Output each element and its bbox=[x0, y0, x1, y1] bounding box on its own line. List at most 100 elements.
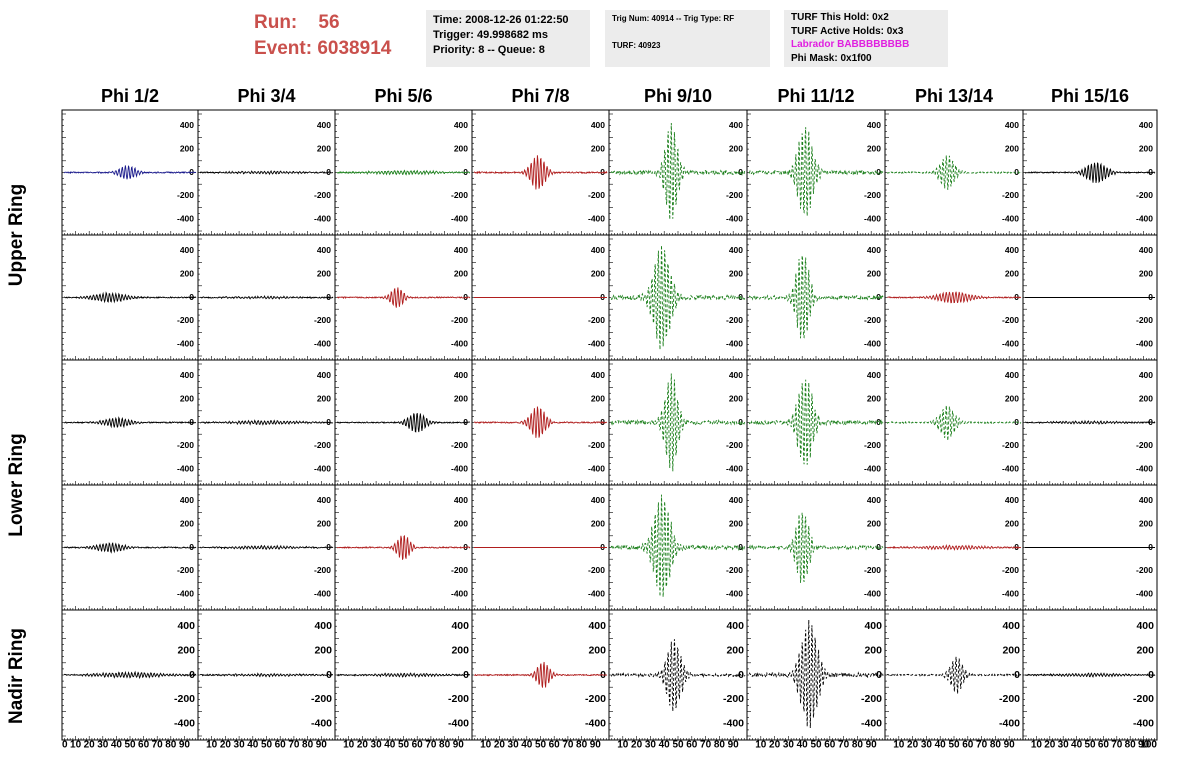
x-tick-label: 30 bbox=[371, 740, 383, 751]
y-tick-label: -200 bbox=[314, 565, 331, 575]
y-tick-label: 400 bbox=[729, 495, 743, 505]
column-header-phi-11-12: Phi 11/12 bbox=[777, 86, 855, 106]
x-tick-label: 50 bbox=[672, 740, 684, 751]
y-tick-label: -200 bbox=[864, 440, 881, 450]
x-tick-label: 90 bbox=[453, 740, 465, 751]
y-tick-label: 200 bbox=[1139, 143, 1153, 153]
y-tick-label: -400 bbox=[174, 718, 195, 730]
x-tick-label: 40 bbox=[384, 740, 396, 751]
y-tick-label: -400 bbox=[723, 718, 744, 730]
y-tick-label: 200 bbox=[177, 644, 195, 656]
x-tick-label: 10 bbox=[755, 740, 767, 751]
y-tick-label: 400 bbox=[177, 620, 195, 632]
y-tick-label: 0 bbox=[1014, 167, 1019, 177]
y-tick-label: 400 bbox=[1139, 495, 1153, 505]
y-tick-label: 0 bbox=[189, 167, 194, 177]
y-tick-label: -200 bbox=[726, 190, 743, 200]
y-tick-label: 400 bbox=[729, 120, 743, 130]
waveform-trace bbox=[199, 294, 334, 300]
y-tick-label: 0 bbox=[876, 542, 881, 552]
waveform-trace bbox=[199, 419, 334, 426]
x-tick-label: 50 bbox=[535, 740, 547, 751]
y-tick-label: -400 bbox=[1136, 339, 1153, 349]
y-tick-label: -400 bbox=[177, 589, 194, 599]
y-tick-label: -400 bbox=[177, 214, 194, 224]
y-tick-label: -200 bbox=[448, 693, 469, 705]
x-tick-label: 80 bbox=[439, 740, 451, 751]
y-tick-label: 200 bbox=[317, 393, 331, 403]
y-tick-label: 400 bbox=[867, 120, 881, 130]
y-tick-label: 400 bbox=[729, 370, 743, 380]
column-header-phi-1-2: Phi 1/2 bbox=[100, 86, 160, 106]
waveform-trace bbox=[1024, 672, 1156, 678]
y-tick-label: -400 bbox=[588, 339, 605, 349]
y-tick-label: 400 bbox=[317, 370, 331, 380]
waveform-trace bbox=[1024, 162, 1156, 184]
column-header-phi-15-16: Phi 15/16 bbox=[1050, 86, 1130, 106]
y-tick-label: 200 bbox=[729, 268, 743, 278]
y-tick-label: 200 bbox=[1005, 143, 1019, 153]
y-tick-label: -200 bbox=[1002, 315, 1019, 325]
y-tick-label: 400 bbox=[314, 620, 332, 632]
y-tick-label: -400 bbox=[861, 718, 882, 730]
x-tick-label: 80 bbox=[302, 740, 314, 751]
x-tick-label: 30 bbox=[234, 740, 246, 751]
waveform-trace bbox=[336, 169, 471, 176]
y-tick-label: 200 bbox=[180, 143, 194, 153]
time-info-box: Time: 2008-12-26 01:22:50 Trigger: 49.99… bbox=[426, 10, 590, 67]
y-tick-label: 200 bbox=[1139, 518, 1153, 528]
y-tick-label: 200 bbox=[1002, 644, 1020, 656]
y-tick-label: -400 bbox=[451, 589, 468, 599]
waveform-trace bbox=[610, 245, 746, 350]
y-tick-label: -200 bbox=[451, 565, 468, 575]
y-tick-label: 200 bbox=[317, 518, 331, 528]
y-tick-label: 200 bbox=[451, 644, 469, 656]
y-tick-label: 200 bbox=[729, 518, 743, 528]
column-header-phi-3-4: Phi 3/4 bbox=[237, 86, 296, 106]
y-tick-label: -200 bbox=[1136, 565, 1153, 575]
y-tick-label: -200 bbox=[1133, 693, 1154, 705]
y-tick-label: -400 bbox=[311, 718, 332, 730]
y-tick-label: 0 bbox=[326, 417, 331, 427]
y-tick-label: -400 bbox=[314, 214, 331, 224]
waveform-trace bbox=[886, 405, 1022, 441]
y-tick-label: 200 bbox=[180, 518, 194, 528]
x-tick-label: 30 bbox=[508, 740, 520, 751]
y-tick-label: -400 bbox=[726, 464, 743, 474]
y-tick-label: 200 bbox=[1005, 393, 1019, 403]
x-tick-label: 40 bbox=[659, 740, 671, 751]
y-tick-label: 0 bbox=[876, 292, 881, 302]
y-tick-label: 400 bbox=[1005, 120, 1019, 130]
waveform-trace bbox=[886, 543, 1022, 551]
waveform-trace bbox=[199, 672, 333, 678]
x-tick-label: 70 bbox=[152, 740, 164, 751]
x-tick-label: 10 bbox=[893, 740, 905, 751]
x-tick-label: 60 bbox=[138, 740, 150, 751]
phi-mask-line: Phi Mask: 0x1f00 bbox=[791, 52, 872, 64]
y-tick-label: -400 bbox=[314, 339, 331, 349]
x-tick-label: 90 bbox=[316, 740, 328, 751]
y-tick-label: 400 bbox=[867, 370, 881, 380]
waveform-trace bbox=[336, 534, 471, 560]
waveform-trace bbox=[336, 287, 471, 308]
y-tick-label: 0 bbox=[600, 167, 605, 177]
y-tick-label: -200 bbox=[585, 693, 606, 705]
y-tick-label: 400 bbox=[1002, 620, 1020, 632]
y-tick-label: 0 bbox=[463, 292, 468, 302]
y-tick-label: -200 bbox=[1002, 440, 1019, 450]
y-tick-label: -200 bbox=[588, 190, 605, 200]
y-tick-label: -400 bbox=[314, 589, 331, 599]
x-tick-label: 50 bbox=[398, 740, 410, 751]
x-tick-label: 80 bbox=[1125, 740, 1137, 751]
y-tick-label: -200 bbox=[726, 315, 743, 325]
x-tick-label: 90 bbox=[179, 740, 191, 751]
x-tick-label: 50 bbox=[948, 740, 960, 751]
y-tick-label: 200 bbox=[314, 644, 332, 656]
x-tick-label: 40 bbox=[247, 740, 259, 751]
waveform-trace bbox=[336, 413, 471, 433]
y-tick-label: 0 bbox=[876, 167, 881, 177]
x-tick-label: 60 bbox=[962, 740, 974, 751]
x-tick-label: 70 bbox=[700, 740, 712, 751]
y-tick-label: 0 bbox=[463, 542, 468, 552]
priority-line: Priority: 8 -- Queue: 8 bbox=[433, 44, 545, 56]
